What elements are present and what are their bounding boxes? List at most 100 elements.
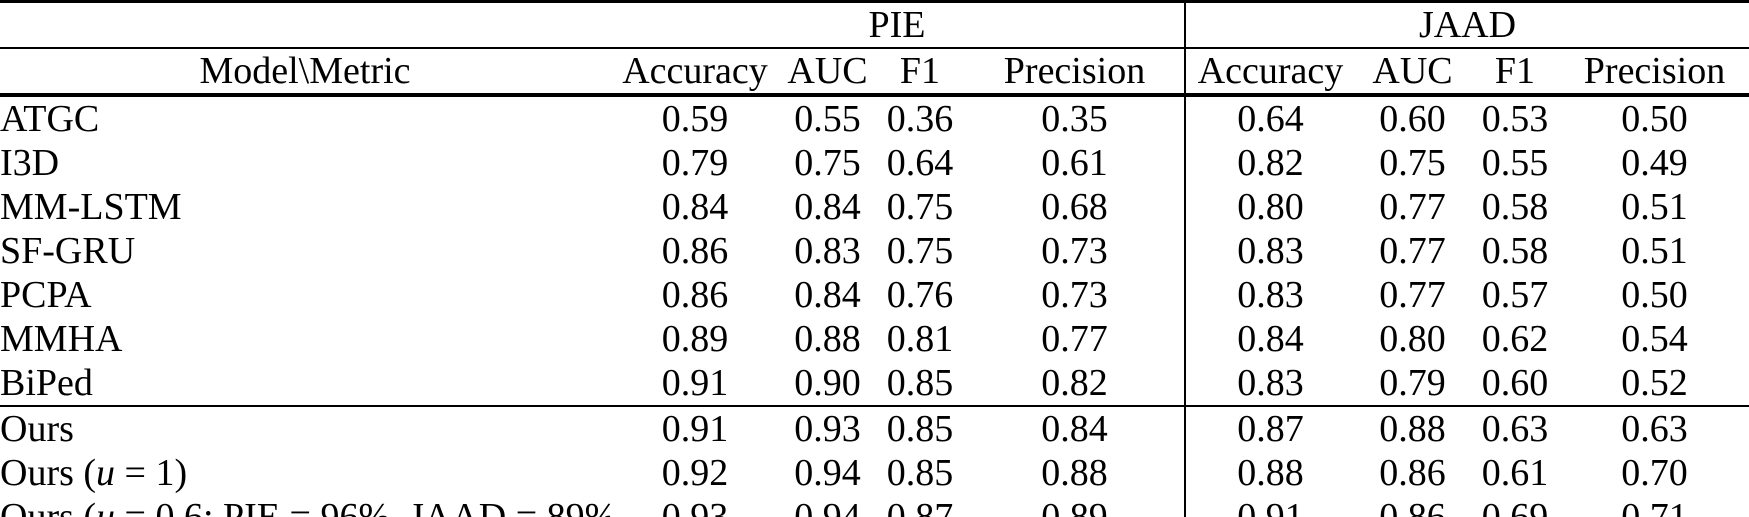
model-name-math-variable: u bbox=[96, 452, 116, 494]
metric-value-cell: 0.75 bbox=[886, 230, 954, 272]
metric-value-cell: 0.53 bbox=[1481, 98, 1549, 140]
metric-value-cell: 0.79 bbox=[661, 142, 729, 184]
metric-value-cell: 0.81 bbox=[886, 318, 954, 360]
metric-value-cell: 0.83 bbox=[1184, 273, 1355, 317]
metric-value-cell: 0.64 bbox=[886, 142, 954, 184]
metric-value-cell: 0.55 bbox=[1481, 142, 1549, 184]
metric-value-cell: 0.61 bbox=[1041, 142, 1108, 184]
model-name-text: PCPA bbox=[0, 274, 92, 316]
metric-value-cell: 0.61 bbox=[1481, 452, 1549, 494]
metric-value-cell: 0.51 bbox=[1621, 186, 1688, 228]
metric-value-cell: 0.58 bbox=[1481, 186, 1549, 228]
metric-value-cell: 0.55 bbox=[794, 98, 861, 140]
column-header-pie-auc: AUC bbox=[780, 48, 875, 97]
metric-value-cell: 0.87 bbox=[875, 495, 965, 517]
metric-value-cell: 0.79 bbox=[1379, 362, 1446, 404]
model-name-text: BiPed bbox=[0, 362, 93, 404]
metric-value-cell: 0.86 bbox=[1379, 452, 1446, 494]
metric-value-cell: 0.91 bbox=[610, 405, 780, 451]
metric-value-cell: 0.93 bbox=[780, 405, 875, 451]
column-header-jaad-f1: F1 bbox=[1470, 48, 1560, 97]
table-row: ATGC 0.59 0.55 0.36 0.35 0.64 0.60 0.53 0.50 bbox=[0, 95, 1749, 141]
metric-value-cell: 0.85 bbox=[886, 452, 954, 494]
metric-value-cell: 0.87 bbox=[1184, 405, 1355, 451]
metric-value-cell: 0.54 bbox=[1621, 318, 1688, 360]
model-name-text: Ours ( bbox=[0, 496, 97, 517]
metric-value-cell: 0.82 bbox=[1041, 362, 1108, 404]
model-name-text: I3D bbox=[0, 142, 60, 184]
group-header-jaad: JAAD bbox=[1184, 0, 1749, 49]
model-name-cell: MMHA bbox=[0, 317, 610, 361]
model-name-text: Ours ( bbox=[0, 452, 97, 494]
metric-value-cell: 0.62 bbox=[1481, 318, 1549, 360]
metric-value-cell: 0.49 bbox=[1621, 142, 1688, 184]
metric-value-cell: 0.94 bbox=[780, 495, 875, 517]
metric-value-cell: 0.88 bbox=[1355, 405, 1470, 451]
model-name-cell: SF-GRU bbox=[0, 229, 610, 273]
metric-value-cell: 0.75 bbox=[886, 186, 954, 228]
metric-value-cell: 0.88 bbox=[794, 318, 861, 360]
metric-value-cell: 0.83 bbox=[1184, 229, 1355, 273]
column-header-jaad-accuracy: Accuracy bbox=[1184, 48, 1355, 97]
metric-value-cell: 0.50 bbox=[1621, 98, 1688, 140]
metric-value-cell: 0.63 bbox=[1470, 405, 1560, 451]
metric-value-cell: 0.64 bbox=[1184, 95, 1355, 141]
table-row: SF-GRU 0.86 0.83 0.75 0.73 0.83 0.77 0.58 0.51 bbox=[0, 229, 1749, 273]
model-name-text: MM-LSTM bbox=[0, 186, 182, 228]
metric-value-cell: 0.88 bbox=[1184, 451, 1355, 495]
metric-value-cell: 0.93 bbox=[610, 495, 780, 517]
model-name-cell: Ours (u = 0.6; PIE = 96%, JAAD = 89%) bbox=[0, 495, 610, 517]
metric-value-cell: 0.77 bbox=[1041, 318, 1108, 360]
metric-value-cell: 0.77 bbox=[1379, 230, 1446, 272]
metric-value-cell: 0.86 bbox=[661, 274, 729, 316]
table-row: Ours (u = 1) 0.92 0.94 0.85 0.88 0.88 0.86 0.61… bbox=[0, 451, 1749, 495]
metric-header-row: Model\Metric Accuracy AUC F1 Precision A… bbox=[0, 48, 1749, 97]
metric-value-cell: 0.89 bbox=[965, 495, 1185, 517]
table-row: Ours (u = 0.6; PIE = 96%, JAAD = 89%) 0.9… bbox=[0, 495, 1749, 517]
column-header-jaad-precision: Precision bbox=[1560, 48, 1749, 97]
metric-value-cell: 0.91 bbox=[661, 362, 729, 404]
metric-value-cell: 0.84 bbox=[661, 186, 729, 228]
metric-value-cell: 0.83 bbox=[794, 230, 861, 272]
table-body: ATGC 0.59 0.55 0.36 0.35 0.64 0.60 0.53 0.50 I3D 0… bbox=[0, 95, 1749, 517]
metric-value-cell: 0.52 bbox=[1621, 362, 1688, 404]
column-header-pie-precision: Precision bbox=[965, 48, 1185, 97]
metric-value-cell: 0.75 bbox=[1379, 142, 1446, 184]
metric-value-cell: 0.35 bbox=[1041, 98, 1108, 140]
metric-value-cell: 0.84 bbox=[1184, 317, 1355, 361]
metric-value-cell: 0.89 bbox=[661, 318, 729, 360]
model-name-cell: PCPA bbox=[0, 273, 610, 317]
metric-value-cell: 0.85 bbox=[886, 362, 954, 404]
metric-value-cell: 0.69 bbox=[1470, 495, 1560, 517]
metric-value-cell: 0.73 bbox=[1041, 230, 1108, 272]
model-name-cell: BiPed bbox=[0, 361, 610, 406]
model-name-math-variable: u bbox=[96, 496, 116, 517]
model-name-cell: Ours bbox=[0, 405, 610, 451]
metric-value-cell: 0.94 bbox=[794, 452, 861, 494]
corner-header-model-metric: Model\Metric bbox=[0, 48, 610, 97]
metric-value-cell: 0.57 bbox=[1481, 274, 1549, 316]
metric-value-cell: 0.71 bbox=[1560, 495, 1749, 517]
metric-value-cell: 0.59 bbox=[661, 98, 729, 140]
metric-value-cell: 0.75 bbox=[794, 142, 861, 184]
metric-value-cell: 0.91 bbox=[1184, 495, 1355, 517]
column-header-pie-f1: F1 bbox=[875, 48, 965, 97]
metric-value-cell: 0.58 bbox=[1481, 230, 1549, 272]
column-header-jaad-auc: AUC bbox=[1355, 48, 1470, 97]
metric-value-cell: 0.50 bbox=[1621, 274, 1688, 316]
metric-value-cell: 0.36 bbox=[886, 98, 954, 140]
metric-value-cell: 0.86 bbox=[1355, 495, 1470, 517]
metric-value-cell: 0.60 bbox=[1379, 98, 1446, 140]
table-row: BiPed 0.91 0.90 0.85 0.82 0.83 0.79 0.60 0.52 bbox=[0, 361, 1749, 406]
metric-value-cell: 0.84 bbox=[794, 186, 861, 228]
model-name-cell: ATGC bbox=[0, 95, 610, 141]
table-row: MMHA 0.89 0.88 0.81 0.77 0.84 0.80 0.62 0.54 bbox=[0, 317, 1749, 361]
table-row: PCPA 0.86 0.84 0.76 0.73 0.83 0.77 0.57 0.50 bbox=[0, 273, 1749, 317]
metric-value-cell: 0.73 bbox=[1041, 274, 1108, 316]
metric-value-cell: 0.92 bbox=[661, 452, 729, 494]
model-name-cell: MM-LSTM bbox=[0, 185, 610, 229]
metric-value-cell: 0.84 bbox=[794, 274, 861, 316]
metric-value-cell: 0.90 bbox=[794, 362, 861, 404]
